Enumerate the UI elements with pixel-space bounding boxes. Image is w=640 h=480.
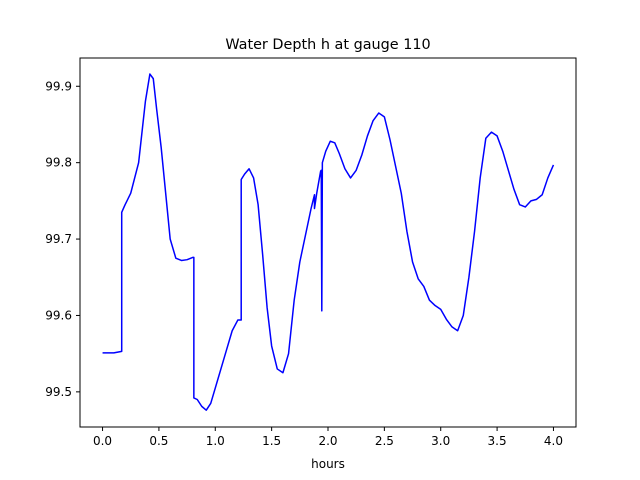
x-tick-label: 0.5 xyxy=(149,434,168,448)
x-tick-label: 1.0 xyxy=(206,434,225,448)
x-tick-label: 1.5 xyxy=(262,434,281,448)
x-axis-ticks: 0.0 0.5 1.0 1.5 2.0 2.5 3.0 3.5 4.0 xyxy=(93,427,563,448)
plot-area xyxy=(102,73,555,411)
series-line xyxy=(102,73,555,411)
x-axis-label: hours xyxy=(311,457,345,471)
y-tick-label: 99.9 xyxy=(45,79,72,93)
x-tick-label: 3.0 xyxy=(431,434,450,448)
x-tick-label: 2.0 xyxy=(318,434,337,448)
x-tick-label: 3.5 xyxy=(488,434,507,448)
axes-frame xyxy=(79,57,577,428)
y-axis-ticks: 99.5 99.6 99.7 99.8 99.9 xyxy=(45,79,80,399)
x-tick-label: 0.0 xyxy=(93,434,112,448)
y-tick-label: 99.5 xyxy=(45,385,72,399)
y-tick-label: 99.7 xyxy=(45,232,72,246)
x-tick-label: 2.5 xyxy=(375,434,394,448)
y-tick-label: 99.6 xyxy=(45,308,72,322)
y-tick-label: 99.8 xyxy=(45,156,72,170)
x-tick-label: 4.0 xyxy=(544,434,563,448)
chart-title: Water Depth h at gauge 110 xyxy=(225,37,430,53)
